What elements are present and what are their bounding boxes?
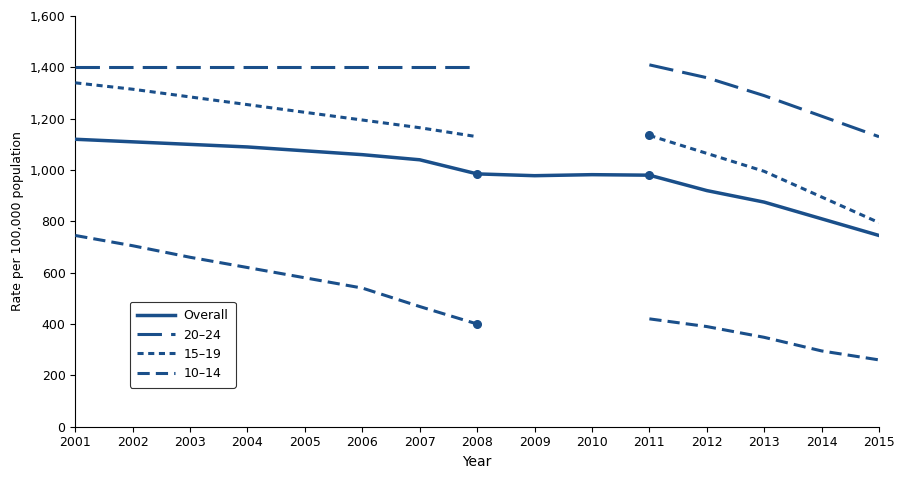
20–24	[127, 64, 138, 70]
15–19	[300, 109, 311, 115]
10–14	[357, 285, 368, 291]
Y-axis label: Rate per 100,000 population: Rate per 100,000 population	[11, 132, 24, 312]
10–14	[127, 243, 138, 249]
10–14	[242, 264, 253, 270]
20–24	[357, 64, 368, 70]
15–19	[242, 102, 253, 108]
10–14	[70, 233, 81, 239]
Overall	[357, 152, 368, 157]
15–19	[127, 86, 138, 92]
Line: 10–14: 10–14	[75, 236, 477, 324]
15–19	[472, 134, 483, 140]
Overall	[816, 216, 827, 222]
15–19	[70, 80, 81, 86]
Overall	[701, 188, 712, 193]
Overall	[242, 144, 253, 150]
Overall	[873, 233, 884, 239]
Overall	[414, 157, 425, 163]
20–24	[472, 64, 483, 70]
Overall	[758, 199, 769, 205]
10–14	[472, 321, 483, 327]
20–24	[185, 64, 196, 70]
X-axis label: Year: Year	[462, 455, 492, 469]
Overall	[586, 172, 597, 178]
Overall	[472, 171, 483, 177]
Line: 15–19: 15–19	[75, 83, 477, 137]
Overall	[127, 139, 138, 144]
Legend: Overall, 20–24, 15–19, 10–14: Overall, 20–24, 15–19, 10–14	[130, 302, 236, 387]
Overall	[529, 173, 540, 179]
15–19	[185, 94, 196, 100]
Overall	[644, 172, 655, 178]
10–14	[300, 275, 311, 281]
20–24	[300, 64, 311, 70]
Line: Overall: Overall	[75, 139, 879, 236]
Overall	[185, 142, 196, 147]
20–24	[242, 64, 253, 70]
15–19	[357, 117, 368, 123]
15–19	[414, 125, 425, 131]
Overall	[70, 136, 81, 142]
Overall	[300, 148, 311, 154]
10–14	[414, 304, 425, 310]
20–24	[414, 64, 425, 70]
10–14	[185, 254, 196, 260]
20–24	[70, 64, 81, 70]
